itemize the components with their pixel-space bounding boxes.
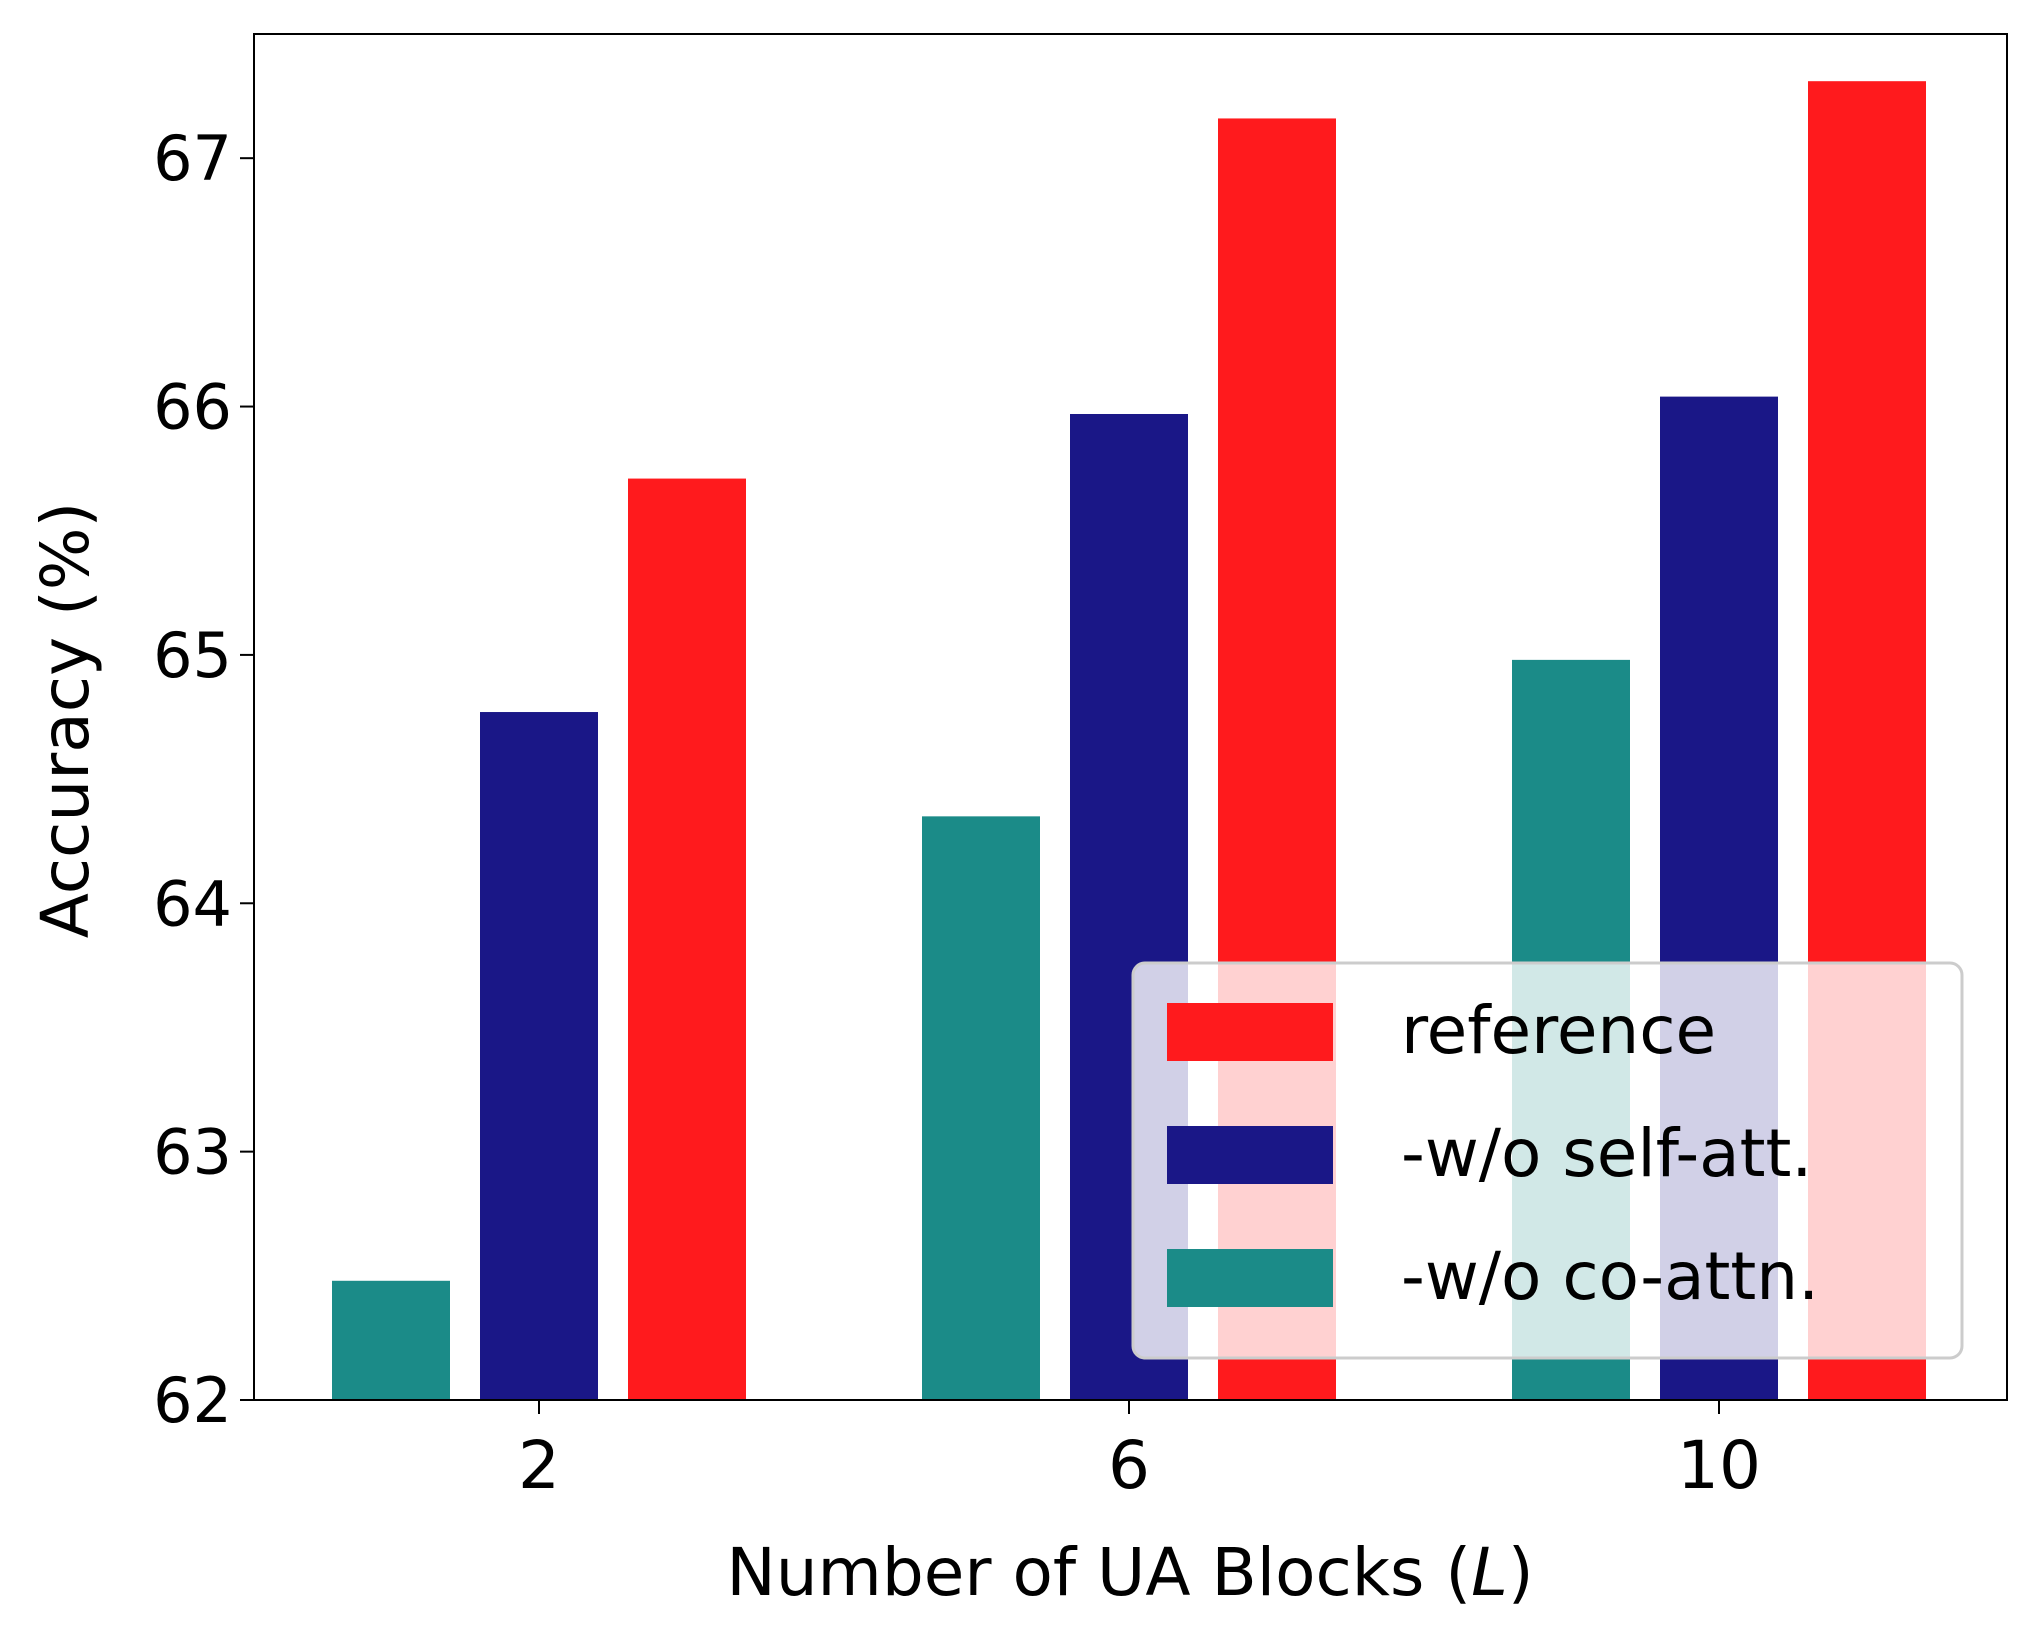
legend: reference -w/o self-att. -w/o co-attn. (1131, 961, 1964, 1360)
y-tick-label: 66 (153, 371, 232, 444)
legend-swatch (1167, 1003, 1333, 1061)
bar (922, 816, 1040, 1400)
x-tick-label: 10 (1677, 1427, 1761, 1504)
y-tick-label: 67 (153, 122, 232, 195)
plot-frame (253, 33, 2008, 1401)
bar (628, 478, 746, 1400)
y-tick-label: 62 (153, 1364, 232, 1437)
x-axis-label: Number of UA Blocks (L) (726, 1534, 1533, 1611)
bar (480, 712, 598, 1400)
legend-swatch (1167, 1249, 1333, 1307)
y-tick-label: 64 (153, 867, 232, 940)
y-tick-label: 65 (153, 619, 232, 692)
legend-label: -w/o co-attn. (1401, 1238, 1819, 1315)
x-axis: 2 6 10 (518, 1400, 1761, 1504)
y-axis: 62 63 64 65 66 67 (153, 122, 254, 1437)
y-axis-label: Accuracy (%) (27, 502, 104, 939)
legend-box (1131, 961, 1964, 1360)
legend-label: reference (1401, 992, 1716, 1069)
legend-label: -w/o self-att. (1401, 1115, 1812, 1192)
bar (332, 1280, 450, 1400)
y-tick-label: 63 (153, 1116, 232, 1189)
x-tick-label: 6 (1108, 1427, 1150, 1504)
legend-swatch (1167, 1126, 1333, 1184)
x-tick-label: 2 (518, 1427, 560, 1504)
